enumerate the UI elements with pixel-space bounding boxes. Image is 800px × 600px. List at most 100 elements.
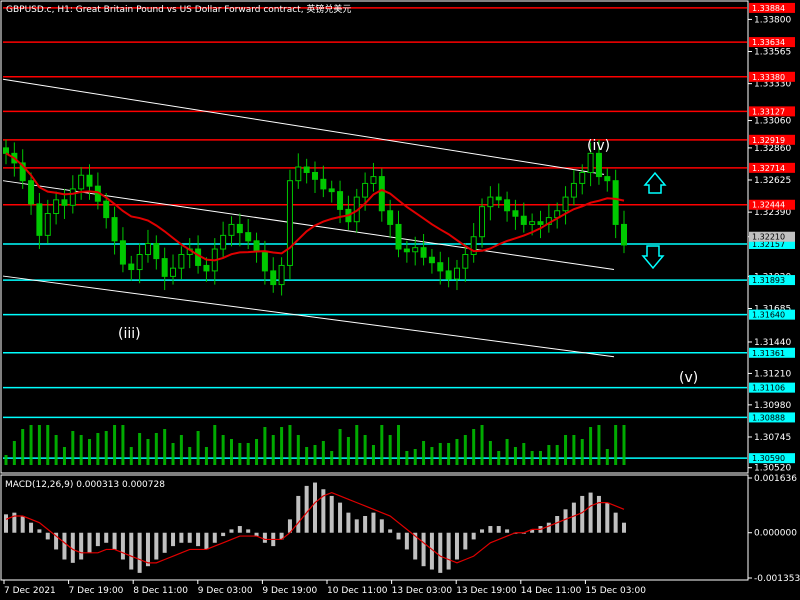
macd-bar-52 [438, 532, 443, 573]
macd-bar-24 [204, 532, 209, 550]
level-tag-label-4: 1.32919 [752, 136, 785, 145]
candle-body-48 [403, 248, 410, 253]
volume-bar-43 [363, 435, 367, 465]
macd-bar-60 [505, 529, 510, 533]
candle-body-33 [278, 264, 285, 286]
candle-body-62 [520, 215, 527, 225]
macd-tick-label-2: -0.001353 [754, 574, 800, 584]
macd-bar-72 [605, 502, 610, 533]
macd-bar-19 [162, 532, 167, 553]
macd-bar-54 [454, 532, 459, 560]
candle-body-69 [579, 171, 586, 184]
volume-bar-51 [430, 447, 434, 465]
volume-bar-36 [305, 447, 309, 465]
candle-body-70 [587, 152, 594, 173]
volume-bar-37 [313, 445, 317, 465]
candles [3, 139, 627, 296]
volume-bar-27 [229, 439, 233, 465]
level-tag-0 [749, 2, 795, 13]
macd-bar-28 [237, 526, 242, 533]
macd-bar-34 [287, 519, 292, 533]
level-tag-label-11: 1.31106 [752, 384, 785, 393]
candle-body-7 [61, 199, 68, 206]
candle-body-15 [128, 263, 135, 271]
volume-bar-34 [288, 425, 292, 465]
candle-body-63 [529, 221, 536, 225]
macd-bar-41 [346, 512, 351, 533]
candle-body-60 [504, 199, 511, 212]
macd-bar-73 [613, 512, 618, 533]
macd-bar-45 [379, 519, 384, 533]
macd-bar-2 [20, 516, 25, 533]
volume-bar-8 [71, 431, 75, 465]
candle-body-67 [562, 196, 569, 212]
macd-bar-1 [12, 512, 17, 533]
candle-body-17 [144, 243, 151, 256]
volume-bar-2 [21, 429, 25, 465]
macd-tick-label-1: 0.000000 [754, 529, 797, 539]
candle-body-52 [437, 262, 444, 272]
volume-bar-24 [204, 447, 208, 465]
macd-bar-55 [463, 532, 468, 550]
candle-body-19 [161, 258, 168, 277]
level-tag-11 [749, 382, 795, 393]
price-tick-label-0: 1.33800 [754, 15, 791, 25]
level-tag-label-7: 1.32157 [752, 240, 785, 249]
macd-bar-25 [212, 532, 217, 543]
volume-bar-44 [371, 445, 375, 465]
macd-tick-label-0: 0.001636 [754, 474, 797, 484]
macd-bar-71 [596, 495, 601, 533]
macd-pane-frame [0, 474, 749, 581]
volume-bar-45 [380, 425, 384, 465]
price-tick-label-14: 1.30520 [754, 464, 791, 474]
volume-bar-48 [405, 451, 409, 465]
candle-body-68 [570, 182, 577, 198]
candle-body-49 [412, 247, 419, 253]
volume-bar-25 [213, 425, 217, 465]
candle-body-3 [28, 180, 35, 205]
candle-body-59 [495, 196, 502, 201]
volume-bar-50 [422, 441, 426, 465]
macd-bar-48 [404, 532, 409, 550]
wave-label-iv: (iv) [587, 138, 610, 154]
candle-body-73 [612, 180, 619, 225]
candle-body-10 [86, 174, 93, 187]
candle-body-4 [36, 203, 43, 236]
level-tag-label-1: 1.33634 [752, 38, 785, 47]
candle-body-12 [103, 200, 110, 219]
macd-bar-3 [29, 522, 34, 533]
volume-bar-26 [221, 435, 225, 465]
candle-body-50 [420, 247, 427, 258]
macd-bar-17 [145, 532, 150, 567]
candle-body-13 [111, 217, 118, 242]
level-tag-12 [749, 412, 795, 423]
trendline-upper [2, 78, 605, 175]
macd-bar-37 [313, 482, 317, 533]
volume-bar-28 [238, 443, 242, 465]
time-tick-label-3: 9 Dec 03:00 [198, 586, 253, 596]
macd-bar-18 [154, 532, 159, 560]
level-tag-label-2: 1.33380 [752, 73, 785, 82]
macd-signal-line [5, 491, 625, 564]
time-tick-label-9: 15 Dec 03:00 [585, 586, 646, 596]
macd-bar-42 [354, 519, 359, 533]
volume-bar-71 [597, 425, 601, 465]
volume-bar-58 [488, 441, 492, 465]
macd-bar-29 [246, 529, 251, 533]
volume-bar-14 [121, 425, 125, 465]
macd-bar-49 [413, 532, 418, 560]
macd-bar-50 [421, 532, 426, 567]
volume-bar-6 [54, 435, 58, 465]
level-tag-label-10: 1.31361 [752, 349, 785, 358]
volume-bar-11 [96, 433, 100, 465]
candle-body-5 [44, 212, 51, 236]
macd-bar-39 [329, 495, 334, 533]
volume-bar-33 [280, 427, 284, 465]
volume-bar-41 [346, 437, 350, 465]
level-tag-label-9: 1.31640 [752, 311, 785, 320]
candle-body-58 [487, 196, 494, 208]
volume-bar-17 [146, 439, 150, 465]
macd-pane: 0.001636 0.000000 -0.001353 [4, 474, 800, 584]
candle-body-40 [337, 191, 344, 210]
